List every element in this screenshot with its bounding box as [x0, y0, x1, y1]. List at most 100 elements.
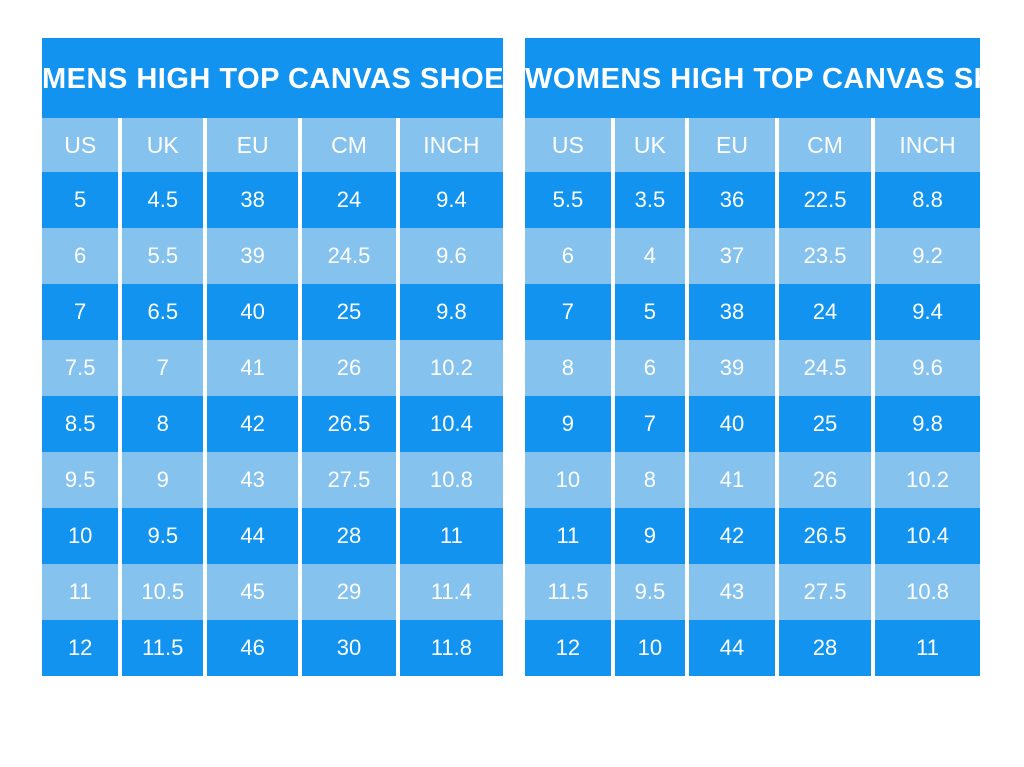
size-cell: 12 — [525, 620, 613, 676]
table-row: 7 6.5 40 25 9.8 — [42, 284, 503, 340]
size-cell: 44 — [684, 620, 778, 676]
table-row: 9.5 9 43 27.5 10.8 — [42, 452, 503, 508]
size-cell: 46 — [203, 620, 301, 676]
column-header-cm: CM — [775, 118, 874, 172]
womens-size-table: WOMENS HIGH TOP CANVAS SHOE US UK EU CM INCH… — [525, 38, 1024, 676]
size-cell: 6 — [42, 228, 121, 284]
size-cell: 3.5 — [610, 172, 687, 228]
womens-size-grid: US UK EU CM INCH 5.5 3.5 36 22.5 8.8 6 4 37 23.5 9.2 7 5… — [525, 118, 980, 676]
size-cell: 45 — [203, 564, 301, 620]
size-cell: 9 — [118, 452, 206, 508]
size-cell: 9 — [610, 508, 687, 564]
size-cell: 10.8 — [871, 564, 980, 620]
size-cell: 5 — [610, 284, 687, 340]
size-cell: 41 — [203, 340, 301, 396]
size-cell: 10.4 — [395, 396, 503, 452]
size-cell: 11.5 — [118, 620, 206, 676]
size-cell: 24.5 — [298, 228, 398, 284]
size-cell: 7.5 — [42, 340, 121, 396]
womens-table-title: WOMENS HIGH TOP CANVAS SHOE — [525, 38, 1024, 118]
size-cell: 11 — [525, 508, 613, 564]
size-cell: 9.5 — [118, 508, 206, 564]
size-cell: 24 — [298, 172, 398, 228]
size-cell: 9.4 — [871, 284, 980, 340]
size-cell: 6 — [525, 228, 613, 284]
size-cell: 22.5 — [775, 172, 874, 228]
size-cell: 11.4 — [395, 564, 503, 620]
column-header-uk: UK — [610, 118, 687, 172]
header-row: US UK EU CM INCH — [525, 118, 980, 172]
size-cell: 40 — [684, 396, 778, 452]
size-cell: 29 — [298, 564, 398, 620]
header-row: US UK EU CM INCH — [42, 118, 503, 172]
size-cell: 8 — [525, 340, 613, 396]
size-cell: 11 — [42, 564, 121, 620]
size-cell: 9.4 — [395, 172, 503, 228]
size-cell: 8.8 — [871, 172, 980, 228]
size-cell: 10.2 — [395, 340, 503, 396]
size-cell: 28 — [298, 508, 398, 564]
size-cell: 7 — [42, 284, 121, 340]
size-cell: 7 — [118, 340, 206, 396]
size-cell: 6 — [610, 340, 687, 396]
table-row: 7.5 7 41 26 10.2 — [42, 340, 503, 396]
mens-size-table: MENS HIGH TOP CANVAS SHOE US UK EU CM INCH 5 4… — [42, 38, 504, 676]
size-cell: 9.5 — [42, 452, 121, 508]
size-cell: 40 — [203, 284, 301, 340]
table-row: 11 10.5 45 29 11.4 — [42, 564, 503, 620]
table-row: 12 10 44 28 11 — [525, 620, 980, 676]
size-cell: 5 — [42, 172, 121, 228]
size-cell: 42 — [203, 396, 301, 452]
table-row: 8.5 8 42 26.5 10.4 — [42, 396, 503, 452]
size-cell: 25 — [775, 396, 874, 452]
size-cell: 11 — [871, 620, 980, 676]
column-header-eu: EU — [684, 118, 778, 172]
size-cell: 24 — [775, 284, 874, 340]
table-row: 12 11.5 46 30 11.8 — [42, 620, 503, 676]
size-cell: 39 — [684, 340, 778, 396]
size-cell: 10 — [42, 508, 121, 564]
size-cell: 25 — [298, 284, 398, 340]
table-row: 5.5 3.5 36 22.5 8.8 — [525, 172, 980, 228]
size-cell: 43 — [203, 452, 301, 508]
size-cell: 39 — [203, 228, 301, 284]
column-header-inch: INCH — [395, 118, 503, 172]
size-cell: 8 — [118, 396, 206, 452]
size-cell: 9.8 — [395, 284, 503, 340]
size-cell: 26 — [775, 452, 874, 508]
column-header-us: US — [42, 118, 121, 172]
size-cell: 12 — [42, 620, 121, 676]
size-cell: 30 — [298, 620, 398, 676]
column-header-eu: EU — [203, 118, 301, 172]
size-cell: 10 — [525, 452, 613, 508]
size-cell: 9.2 — [871, 228, 980, 284]
size-cell: 38 — [203, 172, 301, 228]
mens-table-title: MENS HIGH TOP CANVAS SHOE — [42, 38, 504, 118]
table-row: 8 6 39 24.5 9.6 — [525, 340, 980, 396]
size-cell: 26.5 — [298, 396, 398, 452]
table-row: 9 7 40 25 9.8 — [525, 396, 980, 452]
size-cell: 41 — [684, 452, 778, 508]
size-cell: 42 — [684, 508, 778, 564]
column-header-uk: UK — [118, 118, 206, 172]
size-cell: 37 — [684, 228, 778, 284]
size-cell: 7 — [610, 396, 687, 452]
size-cell: 6.5 — [118, 284, 206, 340]
size-cell: 4.5 — [118, 172, 206, 228]
size-cell: 27.5 — [775, 564, 874, 620]
size-cell: 43 — [684, 564, 778, 620]
size-cell: 10.5 — [118, 564, 206, 620]
size-cell: 9.8 — [871, 396, 980, 452]
table-row: 7 5 38 24 9.4 — [525, 284, 980, 340]
size-cell: 27.5 — [298, 452, 398, 508]
size-cell: 36 — [684, 172, 778, 228]
size-cell: 11.5 — [525, 564, 613, 620]
size-cell: 7 — [525, 284, 613, 340]
table-row: 10 8 41 26 10.2 — [525, 452, 980, 508]
size-cell: 9 — [525, 396, 613, 452]
size-cell: 10.4 — [871, 508, 980, 564]
size-cell: 10.8 — [395, 452, 503, 508]
table-row: 6 4 37 23.5 9.2 — [525, 228, 980, 284]
table-row: 10 9.5 44 28 11 — [42, 508, 503, 564]
